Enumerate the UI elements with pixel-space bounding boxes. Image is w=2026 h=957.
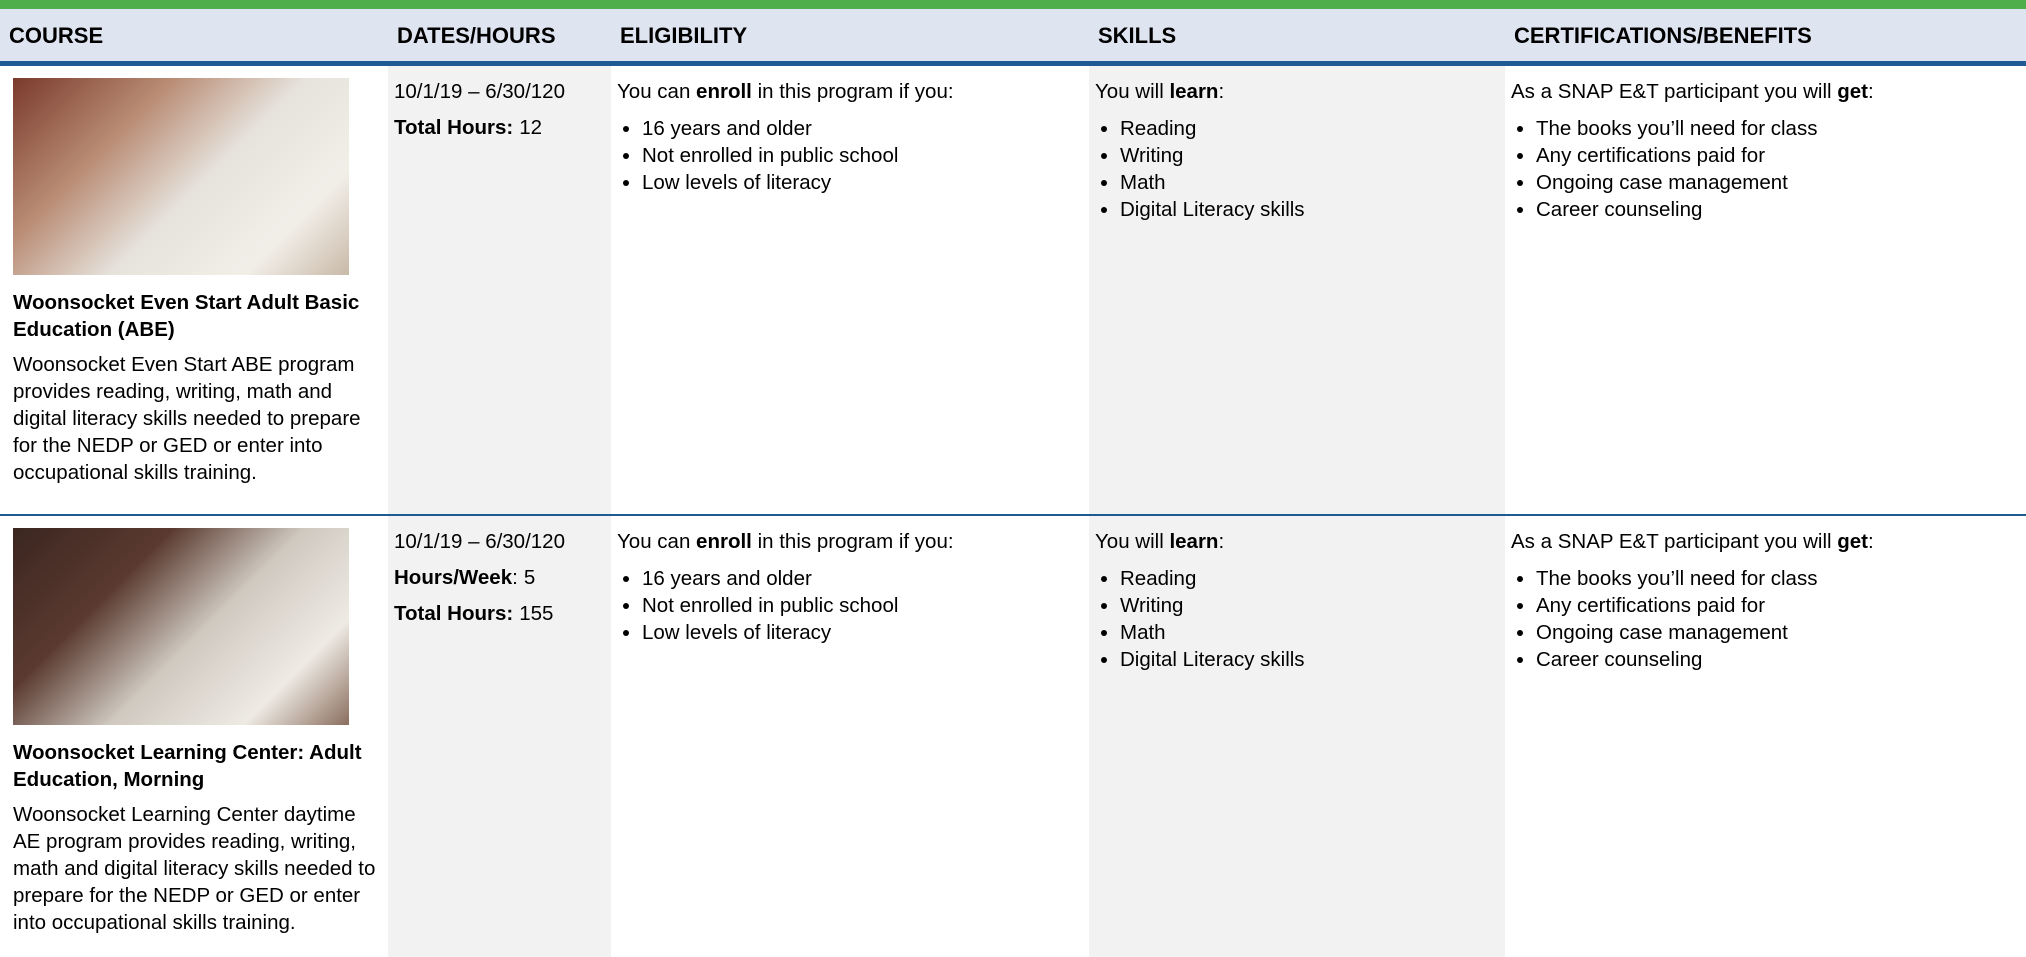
eligibility-cell: You can enroll in this program if you: 16… xyxy=(611,66,1089,514)
benefits-intro-part: As a SNAP E&T participant you will xyxy=(1511,530,1838,553)
eligibility-intro-part: enroll xyxy=(696,530,752,553)
benefits-item: The books you’ll need for class xyxy=(1536,115,2018,142)
benefits-item: The books you’ll need for class xyxy=(1536,565,2018,592)
benefits-intro-part: : xyxy=(1868,80,1874,103)
eligibility-intro-part: enroll xyxy=(696,80,752,103)
table-row: Woonsocket Learning Center: Adult Educat… xyxy=(0,516,2026,957)
benefits-intro-part: As a SNAP E&T participant you will xyxy=(1511,80,1838,103)
column-header: SKILLS xyxy=(1098,23,1177,48)
dates: 10/1/19 – 6/30/120 xyxy=(394,530,565,553)
eligibility-intro-part: in this program if you: xyxy=(751,80,954,103)
eligibility-item: Not enrolled in public school xyxy=(642,592,1081,619)
benefits-intro-part: get xyxy=(1837,530,1868,553)
skills-item: Math xyxy=(1120,619,1497,646)
benefits-item: Ongoing case management xyxy=(1536,619,2018,646)
skills-list: ReadingWritingMathDigital Literacy skill… xyxy=(1095,115,1497,223)
skills-intro-part: learn xyxy=(1169,80,1219,103)
eligibility-intro: You can enroll in this program if you: xyxy=(617,528,1081,555)
benefits-item: Any certifications paid for xyxy=(1536,592,2018,619)
hours-label: Hours/Week xyxy=(394,566,513,589)
hours-value: 5 xyxy=(523,566,536,589)
course-title: Woonsocket Even Start Adult Basic Educat… xyxy=(13,291,360,341)
top-accent xyxy=(0,0,2026,9)
hours-label: Total Hours: xyxy=(394,602,514,625)
benefits-list: The books you’ll need for classAny certi… xyxy=(1511,565,2018,673)
skills-item: Math xyxy=(1120,169,1497,196)
skills-intro-part: : xyxy=(1218,530,1225,553)
skills-item: Digital Literacy skills xyxy=(1120,646,1497,673)
benefits-cell: As a SNAP E&T participant you will get: T… xyxy=(1505,516,2026,957)
hours-line: Hours/Week: 5 xyxy=(394,564,603,591)
column-header: CERTIFICATIONS/BENEFITS xyxy=(1514,23,1812,48)
benefits-list: The books you’ll need for classAny certi… xyxy=(1511,115,2018,223)
hours-label: Total Hours: xyxy=(394,116,514,139)
course-description: Woonsocket Even Start ABE program provid… xyxy=(13,353,361,484)
course-title: Woonsocket Learning Center: Adult Educat… xyxy=(13,741,362,791)
eligibility-item: Not enrolled in public school xyxy=(642,142,1081,169)
eligibility-intro-part: You can xyxy=(617,80,697,103)
benefits-intro: As a SNAP E&T participant you will get: xyxy=(1511,528,2018,555)
benefits-intro: As a SNAP E&T participant you will get: xyxy=(1511,78,2018,105)
skills-intro-part: You will xyxy=(1095,530,1170,553)
benefits-item: Any certifications paid for xyxy=(1536,142,2018,169)
benefits-intro-part: get xyxy=(1837,80,1868,103)
skills-intro-part: You will xyxy=(1095,80,1170,103)
column-header: ELIGIBILITY xyxy=(620,23,748,48)
course-cell: Woonsocket Even Start Adult Basic Educat… xyxy=(0,66,388,514)
benefits-cell: As a SNAP E&T participant you will get: T… xyxy=(1505,66,2026,514)
hours-line: Total Hours: 155 xyxy=(394,600,603,627)
dates: 10/1/19 – 6/30/120 xyxy=(394,80,565,103)
skills-list: ReadingWritingMathDigital Literacy skill… xyxy=(1095,565,1497,673)
dates-cell: 10/1/19 – 6/30/120 Total Hours: 12 xyxy=(388,66,611,514)
eligibility-cell: You can enroll in this program if you: 16… xyxy=(611,516,1089,957)
hours-line: Total Hours: 12 xyxy=(394,114,603,141)
eligibility-intro-part: You can xyxy=(617,530,697,553)
skills-cell: You will learn: ReadingWritingMathDigital… xyxy=(1089,516,1505,957)
benefits-item: Career counseling xyxy=(1536,196,2018,223)
dates-cell: 10/1/19 – 6/30/120 Hours/Week: 5 Total Hour… xyxy=(388,516,611,957)
row-divider xyxy=(0,514,2026,516)
course-photo xyxy=(13,528,349,725)
skills-item: Reading xyxy=(1120,115,1497,142)
skills-item: Digital Literacy skills xyxy=(1120,196,1497,223)
skills-item: Writing xyxy=(1120,142,1497,169)
table-row: Woonsocket Even Start Adult Basic Educat… xyxy=(0,66,2026,514)
benefits-intro-part: : xyxy=(1868,530,1874,553)
eligibility-item: 16 years and older xyxy=(642,115,1081,142)
hours-sep: : xyxy=(512,566,518,589)
hours-value: 12 xyxy=(519,116,543,139)
skills-intro-part: : xyxy=(1218,80,1225,103)
eligibility-list: 16 years and olderNot enrolled in public… xyxy=(617,115,1081,196)
eligibility-intro-part: in this program if you: xyxy=(751,530,954,553)
course-description: Woonsocket Learning Center daytime AE pr… xyxy=(13,803,376,934)
eligibility-list: 16 years and olderNot enrolled in public… xyxy=(617,565,1081,646)
benefits-item: Career counseling xyxy=(1536,646,2018,673)
skills-intro: You will learn: xyxy=(1095,78,1497,105)
hours-value: 155 xyxy=(519,602,554,625)
eligibility-item: Low levels of literacy xyxy=(642,169,1081,196)
skills-cell: You will learn: ReadingWritingMathDigital… xyxy=(1089,66,1505,514)
benefits-item: Ongoing case management xyxy=(1536,169,2018,196)
eligibility-intro: You can enroll in this program if you: xyxy=(617,78,1081,105)
eligibility-item: Low levels of literacy xyxy=(642,619,1081,646)
skills-item: Writing xyxy=(1120,592,1497,619)
eligibility-item: 16 years and older xyxy=(642,565,1081,592)
skills-intro-part: learn xyxy=(1169,530,1219,553)
skills-item: Reading xyxy=(1120,565,1497,592)
column-header: DATES/HOURS xyxy=(397,23,556,48)
course-cell: Woonsocket Learning Center: Adult Educat… xyxy=(0,516,388,957)
table-header: COURSE DATES/HOURS ELIGIBILITY SKILLS CERTIF… xyxy=(0,9,2026,66)
skills-intro: You will learn: xyxy=(1095,528,1497,555)
column-header: COURSE xyxy=(9,23,104,48)
course-photo xyxy=(13,78,349,275)
